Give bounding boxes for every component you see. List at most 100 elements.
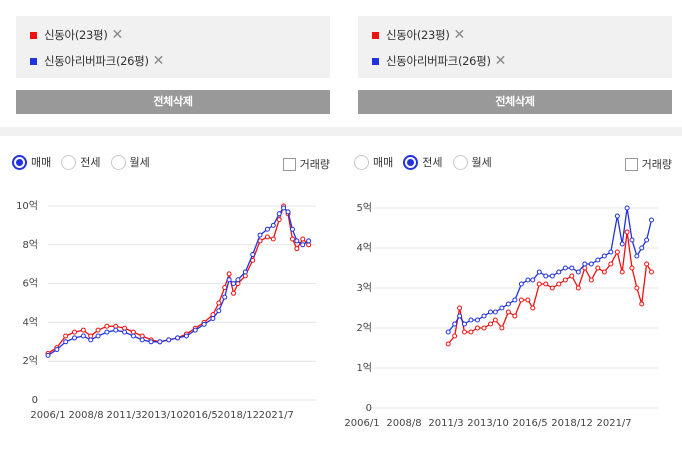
data-point	[276, 211, 282, 217]
data-point	[300, 242, 306, 248]
data-point	[608, 261, 614, 267]
data-point	[536, 281, 542, 287]
data-point	[505, 309, 511, 315]
data-point	[88, 337, 94, 343]
close-icon[interactable]: ✕	[152, 53, 165, 69]
data-point	[569, 273, 575, 279]
data-point	[157, 339, 163, 345]
radio-unselected-icon	[354, 154, 369, 170]
data-point	[474, 325, 480, 331]
price-chart-jeonse: 0 1억 2억 3억 4억 5억 2006/1 2008/8 2011/3 2013/10 2016…	[344, 202, 658, 429]
data-point	[644, 237, 650, 243]
compare-item-sindonga-riverpark-26[interactable]: 신동아리버파크(26평) ✕	[30, 53, 164, 69]
radio-label: 전세	[80, 156, 101, 169]
radio-selected-icon	[403, 154, 419, 170]
radio-jeonse[interactable]: 전세	[61, 154, 101, 170]
radio-label: 월세	[471, 156, 492, 169]
data-point	[294, 246, 300, 252]
y-tick-label: 5억	[356, 202, 372, 214]
clear-all-button[interactable]: 전체삭제	[16, 90, 330, 114]
compare-item-label: 신동아리버파크(26평)	[44, 54, 149, 68]
data-point	[588, 261, 594, 267]
data-point	[499, 305, 505, 311]
data-point	[530, 277, 536, 283]
radio-label: 매매	[31, 156, 52, 169]
data-point	[601, 269, 607, 275]
clear-all-button[interactable]: 전체삭제	[358, 90, 672, 114]
data-point	[45, 352, 51, 358]
radio-jeonse[interactable]: 전세	[403, 154, 443, 170]
volume-toggle[interactable]: 거래량	[624, 156, 672, 172]
divider	[0, 127, 342, 136]
data-point	[72, 329, 78, 335]
radio-monthly[interactable]: 월세	[110, 154, 150, 170]
data-point	[639, 245, 645, 251]
data-point	[468, 317, 474, 323]
data-point	[629, 265, 635, 271]
data-point	[530, 305, 536, 311]
data-point	[629, 237, 635, 243]
data-point	[525, 277, 531, 283]
data-point	[461, 321, 467, 327]
data-point	[257, 232, 263, 238]
data-point	[644, 261, 650, 267]
data-point	[614, 213, 620, 219]
data-point	[549, 273, 555, 279]
data-point	[562, 277, 568, 283]
red-square-icon	[372, 31, 379, 39]
data-point	[63, 333, 69, 339]
data-point	[468, 329, 474, 335]
data-point	[122, 329, 128, 335]
y-tick-label: 4억	[22, 316, 38, 328]
compare-list: 신동아(23평) ✕ 신동아리버파크(26평) ✕	[16, 16, 330, 78]
data-point	[104, 329, 110, 335]
data-point	[619, 241, 625, 247]
y-tick-label: 8억	[22, 239, 38, 251]
data-point	[242, 269, 248, 275]
radio-label: 전세	[422, 156, 443, 169]
data-point	[569, 265, 575, 271]
radio-sale[interactable]: 매매	[12, 154, 51, 170]
data-point	[556, 281, 562, 287]
red-square-icon	[30, 31, 37, 39]
close-icon[interactable]: ✕	[494, 53, 507, 69]
data-point	[231, 290, 237, 296]
data-point	[113, 327, 119, 333]
close-icon[interactable]: ✕	[453, 27, 466, 43]
y-tick-label: 0	[32, 395, 38, 406]
y-tick-label: 6억	[22, 278, 38, 290]
data-point	[130, 333, 136, 339]
radio-sale[interactable]: 매매	[354, 154, 393, 170]
y-tick-label: 4억	[356, 242, 372, 254]
radio-monthly[interactable]: 월세	[452, 154, 492, 170]
data-point	[614, 249, 620, 255]
data-point	[648, 217, 654, 223]
data-point	[457, 305, 463, 311]
data-point	[549, 285, 555, 291]
x-tick-label: 2016/5	[512, 418, 547, 429]
x-tick-label: 2006/1	[344, 418, 379, 429]
close-icon[interactable]: ✕	[111, 27, 124, 43]
y-tick-label: 3억	[356, 282, 372, 294]
radio-unselected-icon	[61, 154, 77, 170]
data-point	[543, 273, 549, 279]
compare-item-sindonga-riverpark-26[interactable]: 신동아리버파크(26평) ✕	[372, 53, 506, 69]
data-point	[543, 281, 549, 287]
compare-list: 신동아(23평) ✕ 신동아리버파크(26평) ✕	[358, 16, 672, 78]
compare-item-sindonga-23[interactable]: 신동아(23평) ✕	[30, 27, 123, 43]
left-panel: 신동아(23평) ✕ 신동아리버파크(26평) ✕ 전체삭제 매매 전세 월세 …	[0, 0, 342, 453]
radio-selected-icon	[12, 154, 27, 170]
data-point	[276, 217, 282, 223]
data-point	[192, 327, 198, 333]
data-point	[536, 269, 542, 275]
x-tick-label: 2008/8	[68, 410, 103, 421]
compare-item-sindonga-23[interactable]: 신동아(23평) ✕	[372, 27, 465, 43]
data-point	[518, 281, 524, 287]
data-point	[166, 337, 172, 343]
data-point	[457, 313, 463, 319]
data-point	[648, 269, 654, 275]
x-tick-label: 2008/8	[386, 418, 421, 429]
data-point	[104, 323, 110, 329]
volume-toggle[interactable]: 거래량	[282, 156, 330, 172]
data-point	[235, 277, 241, 283]
